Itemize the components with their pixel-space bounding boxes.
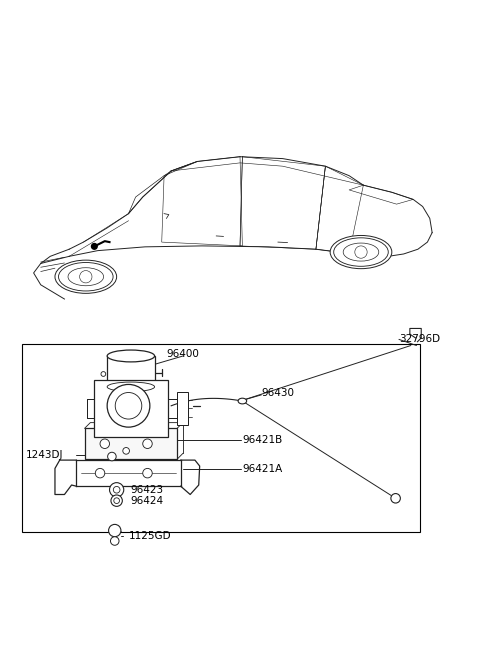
Bar [22,344,420,531]
Circle shape [123,447,130,454]
Bar [94,380,168,437]
Circle shape [110,536,119,545]
Ellipse shape [330,235,392,269]
Circle shape [114,498,120,504]
Ellipse shape [55,260,117,293]
Circle shape [101,371,106,377]
Ellipse shape [59,263,113,291]
Circle shape [100,439,109,449]
Ellipse shape [107,350,155,362]
Text: 96423: 96423 [130,485,163,495]
Ellipse shape [334,238,388,267]
Circle shape [96,468,105,478]
Text: 96421A: 96421A [242,464,283,474]
Ellipse shape [238,398,247,404]
Circle shape [108,525,121,536]
Circle shape [143,468,152,478]
Circle shape [391,494,400,503]
Circle shape [92,244,97,249]
Circle shape [80,271,92,283]
Bar [84,428,177,459]
Text: 96424: 96424 [130,496,163,506]
Circle shape [111,495,122,506]
Bar [107,356,155,387]
Circle shape [113,487,120,493]
Circle shape [108,453,116,461]
Circle shape [107,384,150,427]
Ellipse shape [343,243,379,261]
Text: 96400: 96400 [167,348,200,358]
Text: 1243DJ: 1243DJ [25,449,63,460]
Circle shape [143,439,152,449]
Circle shape [115,392,142,419]
Text: 96430: 96430 [261,388,294,398]
Text: 32796D: 32796D [399,334,440,345]
Ellipse shape [68,268,104,286]
Text: 96421B: 96421B [242,435,283,445]
Text: 1125GD: 1125GD [129,531,171,541]
Circle shape [355,246,367,258]
Circle shape [109,483,124,497]
Ellipse shape [107,382,155,392]
Bar [177,392,188,424]
